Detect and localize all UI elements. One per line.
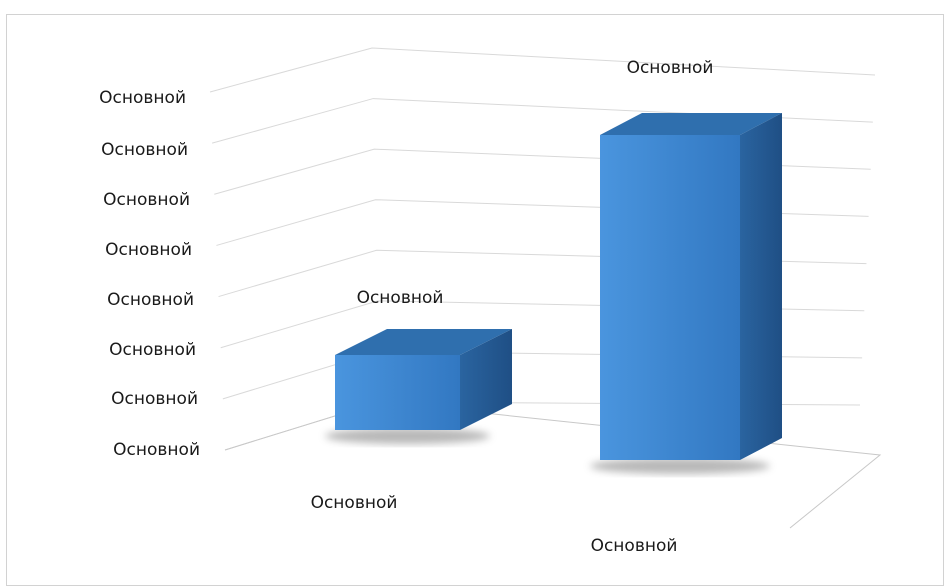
- gridline: [209, 47, 876, 93]
- y-tick-label: Основной: [103, 190, 190, 210]
- bar-top: [335, 329, 512, 355]
- bars: [325, 113, 782, 474]
- bar: [590, 113, 782, 474]
- bar-shadow: [325, 428, 490, 444]
- y-tick-label: Основной: [109, 340, 196, 360]
- bar: [325, 329, 512, 444]
- data-label: Основной: [357, 288, 444, 308]
- bar-side: [740, 113, 782, 460]
- y-tick-label: Основной: [113, 440, 200, 460]
- y-tick-label: Основной: [99, 88, 186, 108]
- chart-frame: [6, 14, 944, 586]
- labels: Основной Основной Основной Основной Основной…: [99, 58, 713, 556]
- bar-front: [600, 135, 740, 460]
- bar-side: [460, 329, 512, 430]
- y-tick-label: Основной: [105, 240, 192, 260]
- category-label: Основной: [591, 536, 678, 556]
- bar-top: [600, 113, 782, 135]
- y-tick-label: Основной: [101, 140, 188, 160]
- y-tick-label: Основной: [107, 290, 194, 310]
- y-tick-label: Основной: [111, 389, 198, 409]
- bar-front: [335, 355, 460, 430]
- category-label: Основной: [311, 493, 398, 513]
- bar-shadow: [590, 458, 770, 474]
- data-label: Основной: [627, 58, 714, 78]
